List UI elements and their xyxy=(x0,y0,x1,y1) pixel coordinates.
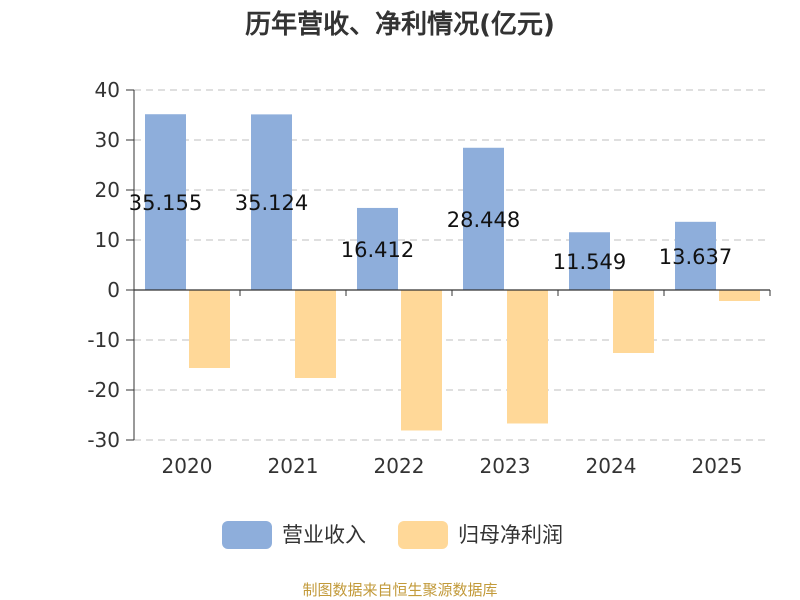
bar-revenue xyxy=(357,207,398,290)
bar-net-profit xyxy=(189,290,230,368)
bar-net-profit xyxy=(719,290,760,301)
legend-swatch-revenue[interactable] xyxy=(222,521,272,549)
y-tick-label: 20 xyxy=(95,178,120,202)
legend-label-revenue[interactable]: 营业收入 xyxy=(282,523,366,547)
data-label: 16.412 xyxy=(341,238,414,262)
legend[interactable]: 营业收入 归母净利润 xyxy=(222,521,563,549)
data-label: 11.549 xyxy=(553,250,626,274)
x-tick-label: 2025 xyxy=(692,454,743,478)
y-tick-label: 30 xyxy=(95,128,120,152)
bar-net-profit xyxy=(295,290,336,378)
y-tick-label: 40 xyxy=(95,78,120,102)
y-tick-label: -20 xyxy=(87,378,120,402)
bar-net-profit xyxy=(507,290,548,424)
y-tick-label: -10 xyxy=(87,328,120,352)
source-note: 制图数据来自恒生聚源数据库 xyxy=(302,581,497,599)
chart-title: 历年营收、净利情况(亿元) xyxy=(245,9,555,40)
bar-revenue xyxy=(145,114,186,290)
data-label: 35.124 xyxy=(235,191,308,215)
y-tick-label: -30 xyxy=(87,428,120,452)
axes: 40 30 20 10 0 -10 -20 -30 2020 2021 2022 2023 2024 20… xyxy=(87,78,771,478)
data-labels: 35.155 35.124 16.412 28.448 11.549 13.637 xyxy=(129,191,732,274)
legend-label-net-profit[interactable]: 归母净利润 xyxy=(458,523,563,547)
bar-net-profit xyxy=(613,290,654,353)
bar-revenue xyxy=(463,147,504,290)
x-tick-label: 2020 xyxy=(162,454,213,478)
x-tick-label: 2022 xyxy=(374,454,425,478)
bar-net-profit xyxy=(401,290,442,431)
x-tick-label: 2021 xyxy=(268,454,319,478)
x-tick-label: 2023 xyxy=(480,454,531,478)
legend-swatch-net-profit[interactable] xyxy=(398,521,448,549)
bars xyxy=(145,114,760,431)
data-label: 13.637 xyxy=(659,245,732,269)
x-tick-label: 2024 xyxy=(586,454,637,478)
bar-revenue xyxy=(675,221,716,290)
data-label: 35.155 xyxy=(129,191,202,215)
gridlines xyxy=(134,89,770,441)
bar-revenue xyxy=(569,232,610,290)
bar-revenue xyxy=(251,114,292,290)
y-tick-label: 0 xyxy=(107,278,120,302)
data-label: 28.448 xyxy=(447,208,520,232)
y-tick-label: 10 xyxy=(95,228,120,252)
